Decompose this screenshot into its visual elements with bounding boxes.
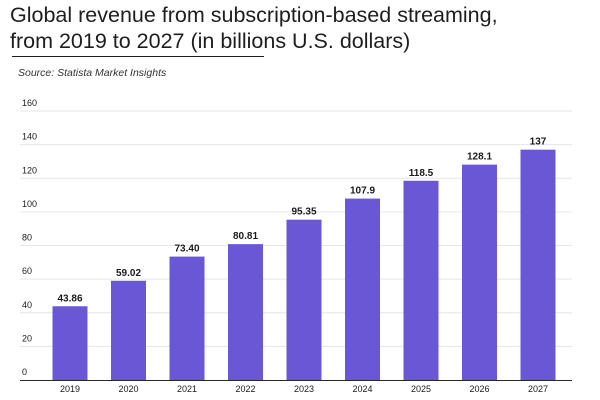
bar-value-labels: 43.86 59.02 73.40 80.81 95.35 107.9 118.5 128.1… — [57, 137, 546, 305]
x-tick-label: 2026 — [469, 384, 489, 394]
x-axis-tick-labels: 2019 2020 2021 2022 2023 2024 2025 2026 2027 — [60, 384, 548, 394]
chart-title-line-2: from 2019 to 2027 (in billions U.S. doll… — [10, 29, 411, 53]
x-tick-label: 2024 — [352, 384, 372, 394]
bar-value-label: 107.9 — [350, 186, 375, 197]
x-tick-label: 2021 — [177, 384, 197, 394]
y-tick-label: 140 — [22, 132, 37, 142]
y-tick-label: 0 — [22, 367, 27, 377]
y-tick-label: 40 — [22, 300, 32, 310]
bar-value-label: 59.02 — [116, 268, 141, 279]
title-underline — [12, 56, 264, 57]
bar-value-label: 80.81 — [233, 231, 258, 242]
y-tick-label: 60 — [22, 266, 32, 276]
bar-value-label: 128.1 — [467, 152, 492, 163]
bar — [462, 164, 497, 380]
bars — [52, 149, 556, 380]
bar-value-label: 118.5 — [409, 168, 434, 179]
y-tick-label: 80 — [22, 233, 32, 243]
bar — [228, 244, 263, 380]
y-tick-label: 120 — [22, 165, 37, 175]
y-axis-tick-labels: 0 20 40 60 80 100 120 140 160 — [22, 98, 37, 377]
x-tick-label: 2019 — [60, 384, 80, 394]
chart-title: Global revenue from subscription-based s… — [10, 2, 590, 54]
bar-value-label: 95.35 — [291, 207, 316, 218]
y-tick-label: 20 — [22, 333, 32, 343]
bar-value-label: 73.40 — [174, 244, 199, 255]
x-tick-label: 2020 — [118, 384, 138, 394]
y-tick-label: 100 — [22, 199, 37, 209]
bar — [52, 306, 88, 380]
x-tick-label: 2027 — [528, 384, 548, 394]
bar — [169, 256, 205, 380]
bar-value-label: 137 — [530, 137, 547, 148]
bar-value-label: 43.86 — [57, 293, 82, 304]
x-tick-label: 2023 — [294, 384, 314, 394]
y-tick-label: 160 — [22, 98, 37, 108]
bar — [286, 219, 322, 380]
bar — [111, 280, 146, 380]
bar — [345, 198, 380, 380]
bar — [520, 149, 556, 380]
x-tick-label: 2022 — [235, 384, 255, 394]
chart-title-line-1: Global revenue from subscription-based s… — [10, 3, 498, 27]
bar — [403, 180, 439, 380]
source-note: Source: Statista Market Insights — [18, 67, 167, 79]
x-tick-label: 2025 — [411, 384, 431, 394]
